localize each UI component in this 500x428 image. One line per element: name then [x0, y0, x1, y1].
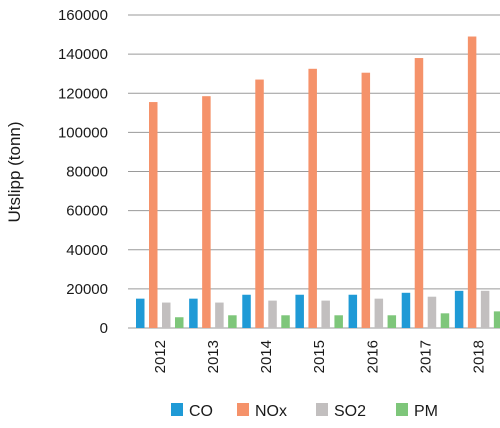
x-tick-label: 2017	[417, 340, 434, 373]
x-tick-label: 2013	[205, 340, 222, 373]
legend-item-nox: NOx	[237, 403, 287, 420]
bar-co-2014	[242, 294, 251, 328]
x-tick-label: 2014	[258, 340, 275, 373]
x-tick-label: 2016	[364, 340, 381, 373]
y-axis-ticks: 0 20000 40000 60000 80000 100000 120000 140000 1…	[58, 7, 108, 337]
bar-pm-2018	[493, 311, 500, 328]
bar-so2-2018	[480, 290, 490, 328]
bar-nox-2018	[467, 36, 477, 329]
legend-label: SO2	[334, 403, 366, 420]
y-tick-label: 100000	[58, 124, 108, 141]
y-tick-label: 40000	[66, 242, 108, 259]
x-axis-ticks: 2012 2013 2014 2015 2016 2017 2018	[152, 340, 488, 373]
bar-so2-2014	[268, 300, 277, 328]
bar-so2-2016	[374, 298, 384, 328]
bar-so2-2015	[321, 300, 330, 328]
bar-nox-2012	[149, 102, 158, 328]
bar-nox-2016	[361, 72, 371, 328]
bars	[136, 36, 500, 329]
x-tick-label: 2012	[152, 340, 169, 373]
x-tick-label: 2018	[471, 340, 488, 373]
bar-pm-2017	[440, 313, 450, 328]
bar-nox-2013	[202, 96, 211, 328]
y-tick-label: 20000	[66, 281, 108, 298]
y-tick-label: 60000	[66, 203, 108, 220]
bar-nox-2015	[308, 68, 317, 328]
y-tick-label: 80000	[66, 164, 108, 181]
bar-pm-2013	[228, 315, 237, 328]
bar-co-2017	[401, 292, 411, 328]
legend-label: CO	[189, 403, 213, 420]
bar-co-2012	[136, 298, 145, 328]
bar-so2-2013	[215, 302, 224, 328]
bar-co-2018	[454, 290, 464, 328]
bar-pm-2012	[175, 317, 184, 328]
bar-co-2013	[189, 298, 198, 328]
y-axis-title: Utslipp (tonn)	[5, 121, 24, 222]
y-tick-label: 140000	[58, 46, 108, 63]
legend-label: NOx	[255, 403, 287, 420]
legend-item-co: CO	[171, 403, 213, 420]
x-tick-label: 2015	[311, 340, 328, 373]
bar-co-2015	[295, 294, 304, 328]
y-tick-label: 120000	[58, 85, 108, 102]
legend-swatch	[237, 403, 249, 416]
bar-so2-2012	[162, 302, 171, 328]
bar-pm-2014	[281, 315, 290, 328]
y-tick-label: 160000	[58, 7, 108, 24]
bar-pm-2015	[334, 315, 343, 328]
legend-swatch	[396, 403, 408, 416]
legend-swatch	[171, 403, 183, 416]
bar-pm-2016	[387, 315, 397, 328]
bar-so2-2017	[427, 296, 437, 328]
legend-item-so2: SO2	[316, 403, 366, 420]
legend: CO NOx SO2 PM	[171, 403, 438, 420]
legend-swatch	[316, 403, 328, 416]
legend-label: PM	[414, 403, 438, 420]
y-tick-label: 0	[100, 320, 108, 337]
bar-nox-2017	[414, 58, 424, 328]
legend-item-pm: PM	[396, 403, 438, 420]
bar-co-2016	[348, 294, 358, 328]
bar-nox-2014	[255, 79, 264, 329]
